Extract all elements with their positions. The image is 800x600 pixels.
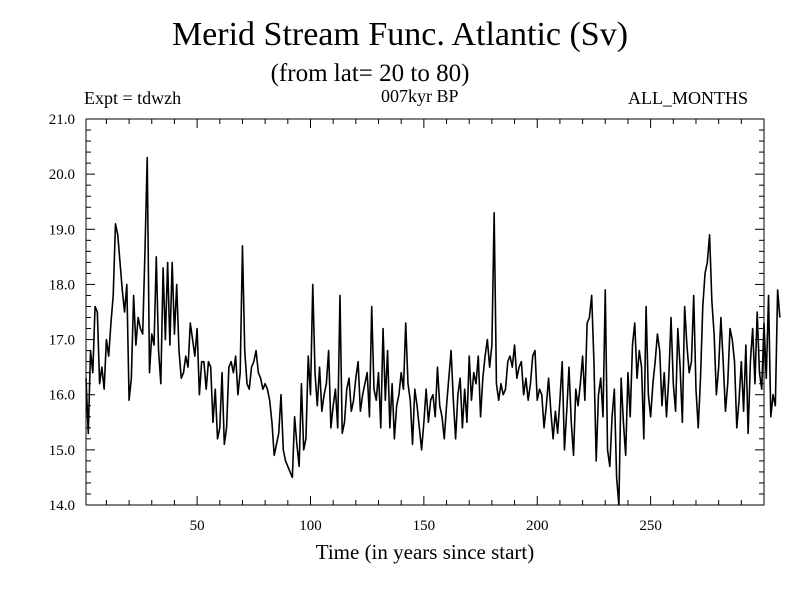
tick-labels: 14.0 15.0 16.0 17.0 18.0 19.0 20.0 21.0 50 100 150… — [49, 112, 662, 534]
months-label: ALL_MONTHS — [628, 88, 748, 108]
period-label: 007kyr BP — [381, 86, 459, 106]
x-tick-label: 100 — [299, 518, 322, 534]
chart-title: Merid Stream Func. Atlantic (Sv) — [171, 16, 629, 53]
y-tick-label: 20.0 — [49, 167, 75, 183]
plot-frame — [85, 118, 765, 506]
y-tick-label: 19.0 — [49, 222, 75, 238]
y-tick-label: 15.0 — [49, 443, 75, 459]
y-tick-label: 16.0 — [49, 388, 75, 404]
tick-marks — [86, 118, 764, 506]
y-tick-label: 21.0 — [49, 112, 75, 128]
experiment-label: Expt = tdwzh — [84, 88, 182, 108]
series-line — [85, 156, 781, 506]
x-tick-label: 50 — [190, 518, 205, 534]
x-tick-label: 250 — [639, 518, 662, 534]
x-tick-label: 200 — [526, 518, 549, 534]
x-axis-label: Time (in years since start) — [315, 540, 535, 564]
y-tick-label: 17.0 — [49, 333, 75, 349]
y-tick-label: 14.0 — [49, 498, 75, 514]
y-tick-label: 18.0 — [49, 277, 75, 293]
x-tick-label: 150 — [413, 518, 436, 534]
chart-subtitle: (from lat= 20 to 80) — [270, 60, 470, 87]
